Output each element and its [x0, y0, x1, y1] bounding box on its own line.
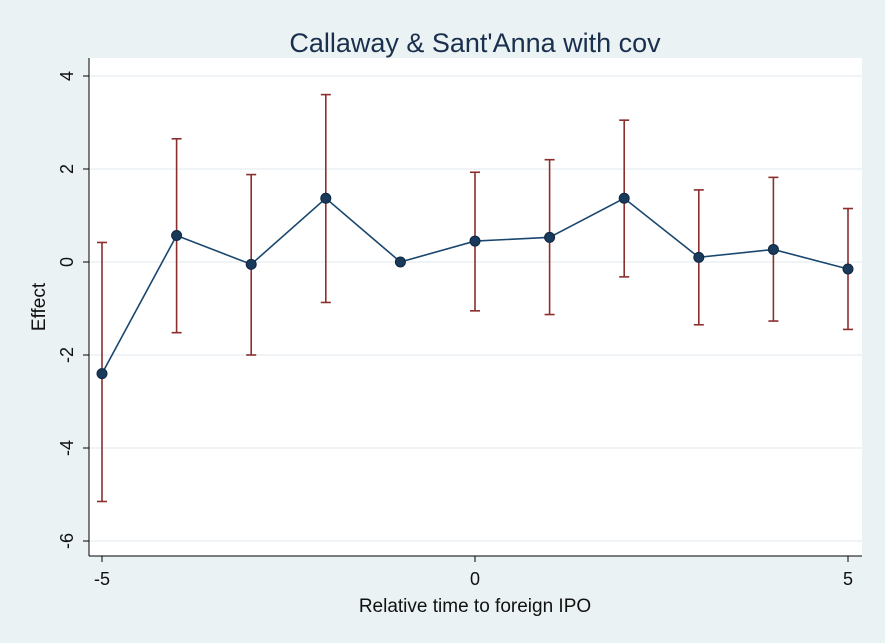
y-tick-label: -2	[57, 347, 77, 363]
x-axis-title: Relative time to foreign IPO	[359, 596, 591, 617]
data-point	[767, 243, 779, 255]
y-tick-label: 0	[57, 257, 77, 267]
data-point	[96, 368, 108, 380]
y-tick-label: -6	[57, 533, 77, 549]
y-axis-title: Effect	[29, 282, 50, 331]
data-point	[618, 192, 630, 204]
x-tick-label: 5	[843, 569, 853, 589]
chart-title: Callaway & Sant'Anna with cov	[289, 28, 661, 58]
x-tick-label: -5	[94, 569, 110, 589]
data-point	[394, 256, 406, 268]
axis-ticks: -6 -4 -2 0 2 4 -5 0 5	[57, 71, 853, 589]
data-point	[693, 251, 705, 263]
data-points	[96, 192, 854, 380]
data-point	[320, 192, 332, 204]
data-point	[245, 258, 257, 270]
data-point	[544, 231, 556, 243]
x-tick-label: 0	[470, 569, 480, 589]
y-tick-label: 2	[57, 164, 77, 174]
y-tick-label: 4	[57, 71, 77, 81]
data-point	[171, 229, 183, 241]
data-point	[469, 235, 481, 247]
y-tick-label: -4	[57, 440, 77, 456]
data-point	[842, 263, 854, 275]
